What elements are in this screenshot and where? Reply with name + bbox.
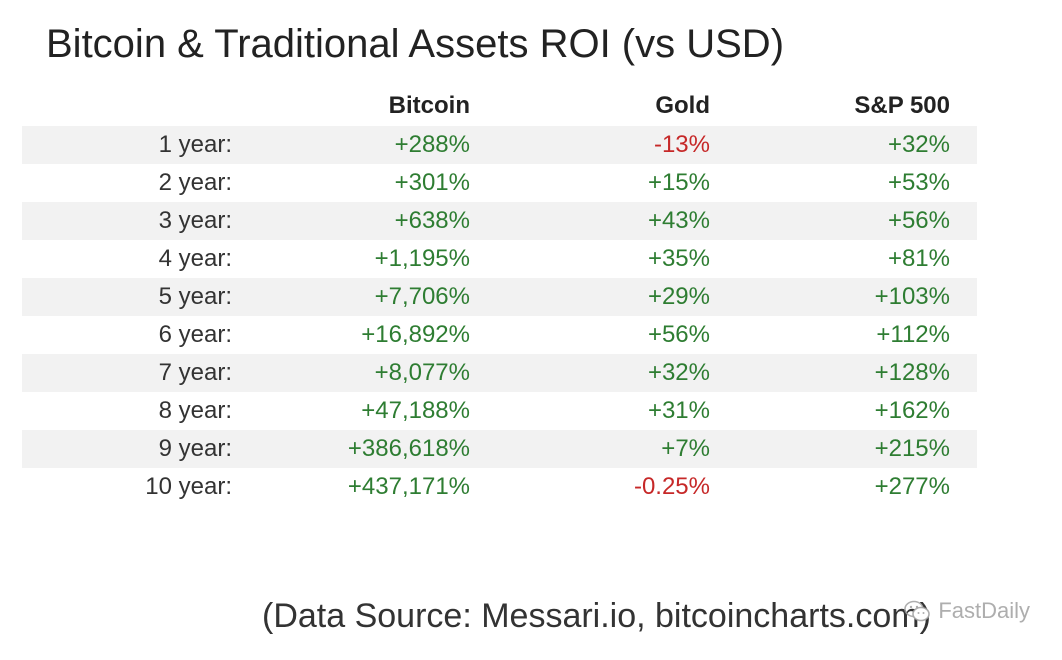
row-label: 2 year: — [158, 169, 232, 196]
cell-bitcoin: +8,077% — [374, 359, 470, 386]
cell-gold: +56% — [647, 321, 710, 348]
chart-title: Bitcoin & Traditional Assets ROI (vs USD… — [46, 22, 785, 66]
cell-gold: +7% — [661, 435, 710, 462]
row-label: 1 year: — [158, 131, 232, 158]
row-label: 5 year: — [158, 283, 232, 310]
cell-bitcoin: +437,171% — [347, 473, 470, 500]
cell-sp500: +215% — [874, 435, 950, 462]
row-label: 8 year: — [158, 397, 232, 424]
cell-gold: +15% — [647, 169, 710, 196]
table-row: 6 year: +16,892% +56% +112% — [22, 316, 977, 354]
cell-gold: +29% — [647, 283, 710, 310]
cell-gold: +32% — [647, 359, 710, 386]
cell-bitcoin: +288% — [394, 131, 470, 158]
cell-sp500: +103% — [874, 283, 950, 310]
cell-sp500: +162% — [874, 397, 950, 424]
row-label: 6 year: — [158, 321, 232, 348]
watermark-text: FastDaily — [938, 598, 1030, 623]
cell-bitcoin: +16,892% — [361, 321, 470, 348]
cell-sp500: +112% — [876, 321, 950, 348]
cell-bitcoin: +1,195% — [374, 245, 470, 272]
cell-sp500: +32% — [887, 131, 950, 158]
column-header-bitcoin: Bitcoin — [388, 92, 470, 119]
cell-bitcoin: +47,188% — [361, 397, 470, 424]
table-row: 7 year: +8,077% +32% +128% — [22, 354, 977, 392]
table-row: 4 year: +1,195% +35% +81% — [22, 240, 977, 278]
row-label: 3 year: — [158, 207, 232, 234]
table-row: 1 year: +288% -13% +32% — [22, 126, 977, 164]
cell-gold: -0.25% — [633, 473, 710, 500]
cell-sp500: +128% — [874, 359, 950, 386]
cell-sp500: +53% — [887, 169, 950, 196]
cell-bitcoin: +386,618% — [347, 435, 470, 462]
row-label: 10 year: — [145, 473, 232, 500]
column-header-gold: Gold — [655, 92, 710, 119]
cell-sp500: +81% — [887, 245, 950, 272]
data-source-note: (Data Source: Messari.io, bitcoincharts.… — [262, 597, 931, 635]
table-row: 8 year: +47,188% +31% +162% — [22, 392, 977, 430]
column-header-sp500: S&P 500 — [854, 92, 950, 119]
table-header-row: Bitcoin Gold S&P 500 — [22, 86, 977, 126]
table-row: 5 year: +7,706% +29% +103% — [22, 278, 977, 316]
row-label: 9 year: — [158, 435, 232, 462]
row-label: 7 year: — [158, 359, 232, 386]
cell-bitcoin: +638% — [394, 207, 470, 234]
cell-gold: +43% — [647, 207, 710, 234]
cell-sp500: +56% — [887, 207, 950, 234]
roi-table: Bitcoin Gold S&P 500 1 year: +288% -13% +32… — [22, 86, 977, 522]
cell-gold: -13% — [653, 131, 710, 158]
table-row: 10 year: +437,171% -0.25% +277% — [22, 468, 977, 506]
watermark: FastDaily — [902, 596, 1030, 626]
cell-sp500: +277% — [874, 473, 950, 500]
cell-gold: +35% — [647, 245, 710, 272]
row-label: 4 year: — [158, 245, 232, 272]
table-row: 3 year: +638% +43% +56% — [22, 202, 977, 240]
table-row: 2 year: +301% +15% +53% — [22, 164, 977, 202]
wechat-icon — [904, 600, 931, 622]
cell-bitcoin: +301% — [394, 169, 470, 196]
cell-gold: +31% — [647, 397, 710, 424]
cell-bitcoin: +7,706% — [374, 283, 470, 310]
table-row: 9 year: +386,618% +7% +215% — [22, 430, 977, 468]
